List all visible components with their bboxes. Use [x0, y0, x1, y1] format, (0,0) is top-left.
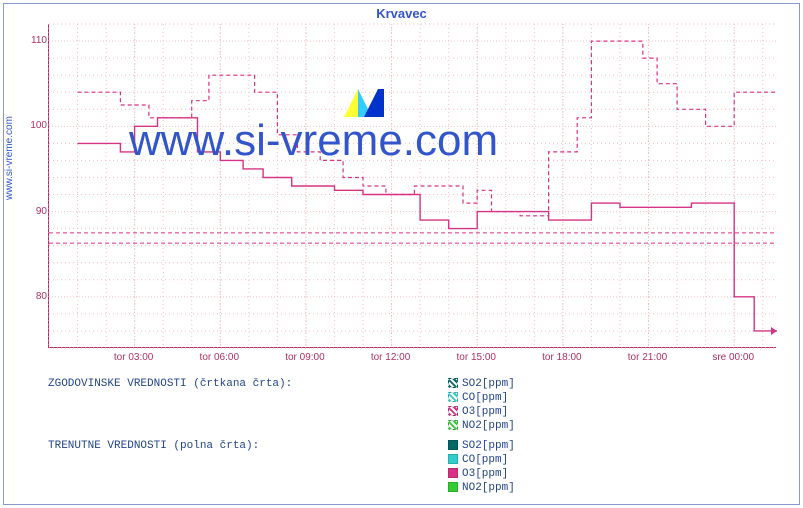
watermark-logo — [344, 89, 384, 117]
x-tick: tor 06:00 — [200, 352, 239, 363]
legend-swatch — [448, 378, 458, 388]
legend-label: SO2[ppm] — [462, 440, 515, 452]
legend-curr-title: TRENUTNE VREDNOSTI (polna črta): — [48, 440, 259, 452]
legend-swatch — [448, 420, 458, 430]
chart-title: Krvavec — [0, 6, 803, 21]
legend-hist-title: ZGODOVINSKE VREDNOSTI (črtkana črta): — [48, 378, 292, 390]
legend-curr-item: O3[ppm] — [448, 468, 508, 480]
legend-curr-item: CO[ppm] — [448, 454, 508, 466]
legend-curr-item: NO2[ppm] — [448, 482, 515, 494]
legend-swatch — [448, 392, 458, 402]
legend-label: O3[ppm] — [462, 468, 508, 480]
x-tick: tor 21:00 — [628, 352, 667, 363]
legend-hist-item: SO2[ppm] — [448, 378, 515, 390]
legend-hist-item: CO[ppm] — [448, 392, 508, 404]
legend-label: CO[ppm] — [462, 392, 508, 404]
legend-curr-item: SO2[ppm] — [448, 440, 515, 452]
x-tick: sre 00:00 — [712, 352, 754, 363]
legend-label: CO[ppm] — [462, 454, 508, 466]
x-tick: tor 09:00 — [285, 352, 324, 363]
legend-swatch — [448, 468, 458, 478]
legend-swatch — [448, 440, 458, 450]
y-tick: 80 — [11, 291, 47, 302]
legend-swatch — [448, 454, 458, 464]
legend-hist-item: O3[ppm] — [448, 406, 508, 418]
legend-label: NO2[ppm] — [462, 420, 515, 432]
x-tick: tor 12:00 — [371, 352, 410, 363]
y-tick: 90 — [11, 206, 47, 217]
legend-label: SO2[ppm] — [462, 378, 515, 390]
legend-label: O3[ppm] — [462, 406, 508, 418]
legend-hist-item: NO2[ppm] — [448, 420, 515, 432]
legend-swatch — [448, 406, 458, 416]
legend-swatch — [448, 482, 458, 492]
x-tick: tor 18:00 — [542, 352, 581, 363]
x-tick: tor 03:00 — [114, 352, 153, 363]
legend-label: NO2[ppm] — [462, 482, 515, 494]
plot-svg — [49, 24, 777, 348]
plot-area: www.si-vreme.com — [48, 24, 776, 348]
y-tick: 100 — [11, 120, 47, 131]
x-tick: tor 15:00 — [456, 352, 495, 363]
chart-title-text: Krvavec — [376, 6, 427, 21]
y-tick: 110 — [11, 35, 47, 46]
